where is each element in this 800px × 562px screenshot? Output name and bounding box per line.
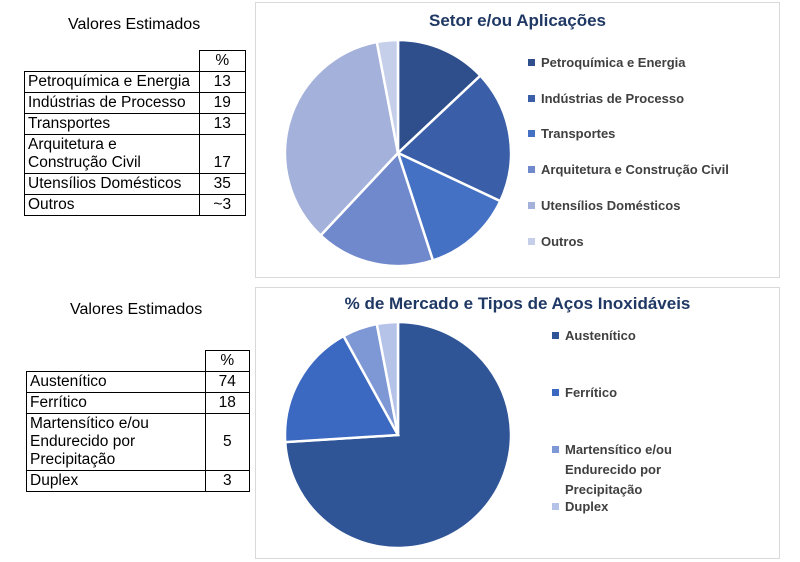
table1: % Petroquímica e Energia 13 Indústrias de P… (24, 50, 246, 216)
table-row-value: 74 (204, 371, 250, 393)
table-row: Transportes 13 (24, 113, 246, 135)
legend-label: Indústrias de Processo (541, 90, 685, 106)
legend-item: Duplex (552, 497, 715, 517)
chart1-pie (283, 38, 513, 268)
pie-slice (283, 334, 401, 444)
pie-slice (395, 150, 502, 263)
table-header-blank (26, 350, 206, 372)
table-row-value: 35 (198, 173, 246, 195)
table-row-value: 13 (198, 71, 246, 93)
pie-slice (283, 40, 400, 238)
table-row-value: 13 (198, 113, 246, 135)
table-row-value: 5 (204, 413, 250, 471)
table-row: Indústrias de Processo 19 (24, 92, 246, 114)
legend-swatch (528, 130, 535, 138)
table-row-label: Indústrias de Processo (24, 92, 200, 114)
table-row-value: 17 (198, 134, 246, 174)
pie-slice (396, 38, 483, 156)
table-row: Utensílios Domésticos 35 (24, 173, 246, 195)
legend-swatch (528, 94, 535, 102)
legend-item: Indústrias de Processo (528, 89, 684, 109)
table-row-value: ~3 (198, 194, 246, 216)
chart2-pie (283, 320, 513, 550)
table-header-percent: % (198, 50, 246, 72)
legend-item: Arquitetura e Construção Civil (528, 160, 729, 180)
table2-title: Valores Estimados (70, 301, 203, 318)
legend-label: Austenítico (565, 328, 636, 343)
table-header-row: % (26, 350, 250, 372)
table-row-label: Outros (24, 194, 200, 216)
chart2-title: % de Mercado e Tipos de Aços Inoxidáveis (344, 294, 691, 313)
table-row-label: Utensílios Domésticos (24, 173, 200, 195)
table-row-value: 3 (204, 470, 250, 492)
table-row: Duplex 3 (26, 470, 250, 492)
table-header-blank (24, 50, 200, 72)
legend-swatch (552, 503, 559, 511)
legend-item: Outros (528, 232, 584, 252)
pie-slice (375, 320, 400, 436)
pie-slice (395, 73, 513, 203)
legend-item: Utensílios Domésticos (528, 196, 680, 216)
table-row-label: Transportes (24, 113, 200, 135)
table-row-label: Martensítico e/ou Endurecido por Precipita… (26, 413, 206, 471)
table-row-value: 19 (198, 92, 246, 114)
chart2-panel: % de Mercado e Tipos de Aços Inoxidáveis… (255, 287, 780, 559)
table-row: Petroquímica e Energia 13 (24, 71, 246, 93)
table-row: Arquitetura e Construção Civil 17 (24, 134, 246, 174)
pie-slice (318, 150, 435, 268)
table-row: Ferrítico 18 (26, 392, 250, 414)
table-row: Austenítico 74 (26, 371, 250, 393)
legend-swatch (528, 201, 535, 209)
table-row-label: Petroquímica e Energia (24, 71, 200, 93)
table-header-row: % (24, 50, 246, 72)
legend-swatch (528, 166, 535, 174)
legend-item: Ferrítico (552, 383, 715, 403)
legend-item: Transportes (528, 124, 615, 144)
legend-item: Austenítico (552, 326, 715, 346)
chart1-title: Setor e/ou Aplicações (429, 11, 606, 30)
legend-label: Duplex (565, 499, 609, 514)
legend-label: Utensílios Domésticos (541, 197, 681, 213)
table1-title: Valores Estimados (68, 16, 201, 33)
legend-label: Ferrítico (565, 385, 618, 400)
legend-swatch (552, 446, 559, 454)
legend-swatch (552, 389, 559, 397)
table-row-value: 18 (204, 392, 250, 414)
table-row-label: Austenítico (26, 371, 206, 393)
chart1-panel: Setor e/ou Aplicações Petroquímica e Ene… (255, 2, 780, 278)
table-header-percent: % (204, 350, 250, 372)
legend-swatch (528, 237, 535, 245)
table-row: Martensítico e/ou Endurecido por Precipita… (26, 413, 250, 471)
legend-item: Petroquímica e Energia (528, 53, 686, 73)
legend-label: Outros (541, 233, 584, 249)
legend-label: Arquitetura e Construção Civil (541, 162, 729, 178)
pie-slice (375, 38, 400, 154)
table-row-label: Duplex (26, 470, 206, 492)
legend-label: Transportes (541, 126, 616, 142)
legend-swatch (528, 59, 535, 67)
legend-label: Petroquímica e Energia (541, 55, 686, 70)
legend-label: Martensítico e/ou Endurecido por Precipi… (565, 442, 672, 497)
legend-swatch (552, 332, 559, 340)
legend-item: Martensítico e/ou Endurecido por Precipi… (552, 440, 715, 500)
table-row: Outros ~3 (24, 194, 246, 216)
table2: % Austenítico 74 Ferrítico 18 Martensítico e/… (26, 350, 250, 492)
table-row-label: Arquitetura e Construção Civil (24, 134, 200, 174)
table-row-label: Ferrítico (26, 392, 206, 414)
